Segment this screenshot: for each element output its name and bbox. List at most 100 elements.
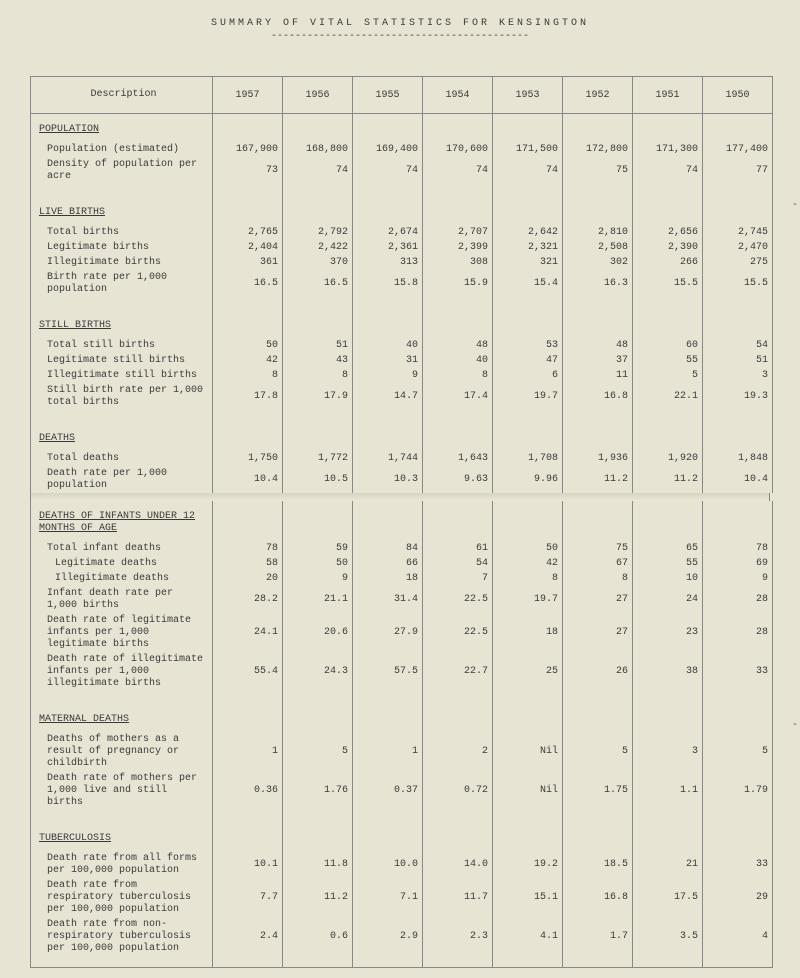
cell-value: 74 (423, 157, 493, 184)
cell-value: 16.3 (563, 270, 633, 297)
cell-value: 74 (283, 157, 353, 184)
cell-value: 48 (423, 338, 493, 353)
cell-value: 321 (493, 255, 563, 270)
col-description: Description (31, 77, 213, 114)
row-label: Density of population per acre (31, 157, 213, 184)
cell-value: 24.1 (213, 613, 283, 652)
cell-value: 1 (213, 732, 283, 771)
row-label: Birth rate per 1,000 population (31, 270, 213, 297)
cell-value: 16.5 (283, 270, 353, 297)
section-maternal-deaths: MATERNAL DEATHS (31, 704, 213, 732)
cell-value: 26 (563, 652, 633, 691)
col-year-1951: 1951 (633, 77, 703, 114)
cell-value: 19.7 (493, 383, 563, 410)
cell-value: 59 (283, 541, 353, 556)
cell-value: 2 (423, 732, 493, 771)
cell-value: 51 (283, 338, 353, 353)
cell-value: 19.3 (703, 383, 773, 410)
cell-value: 170,600 (423, 142, 493, 157)
cell-value: 74 (633, 157, 703, 184)
cell-value: 2.4 (213, 917, 283, 967)
cell-value: 74 (353, 157, 423, 184)
cell-value: 9.96 (493, 466, 563, 493)
cell-value: 40 (423, 353, 493, 368)
cell-value: 69 (703, 556, 773, 571)
section-deaths-of-infants-under-12-months-of-age: DEATHS OF INFANTS UNDER 12 MONTHS OF AGE (31, 501, 213, 541)
cell-value: 1,772 (283, 451, 353, 466)
cell-value: 42 (493, 556, 563, 571)
row-label: Death rate from non-respiratory tubercul… (31, 917, 213, 967)
cell-value: 17.4 (423, 383, 493, 410)
cell-value: 0.6 (283, 917, 353, 967)
cell-value: 20.6 (283, 613, 353, 652)
cell-value: 6 (493, 368, 563, 383)
cell-value: 31 (353, 353, 423, 368)
cell-value: 51 (703, 353, 773, 368)
cell-value: 21.1 (283, 586, 353, 613)
cell-value: 2.9 (353, 917, 423, 967)
cell-value: 60 (633, 338, 703, 353)
cell-value: 177,400 (703, 142, 773, 157)
cell-value: 38 (633, 652, 703, 691)
cell-value: 1.1 (633, 771, 703, 810)
row-label: Still birth rate per 1,000 total births (31, 383, 213, 410)
cell-value: 10 (633, 571, 703, 586)
cell-value: 19.7 (493, 586, 563, 613)
row-label: Legitimate deaths (31, 556, 213, 571)
cell-value: 3.5 (633, 917, 703, 967)
cell-value: 15.4 (493, 270, 563, 297)
cell-value: 9 (353, 368, 423, 383)
row-label: Illegitimate births (31, 255, 213, 270)
row-label: Total still births (31, 338, 213, 353)
row-label: Deaths of mothers as a result of pregnan… (31, 732, 213, 771)
cell-value: 10.0 (353, 851, 423, 878)
cell-value: 77 (703, 157, 773, 184)
cell-value: 27.9 (353, 613, 423, 652)
cell-value: 75 (563, 541, 633, 556)
cell-value: 2,390 (633, 240, 703, 255)
row-label: Total deaths (31, 451, 213, 466)
side-page-top: - 6 - (792, 200, 800, 211)
cell-value: 53 (493, 338, 563, 353)
cell-value: 16.5 (213, 270, 283, 297)
cell-value: 5 (633, 368, 703, 383)
cell-value: 25 (493, 652, 563, 691)
cell-value: 50 (213, 338, 283, 353)
cell-value: 43 (283, 353, 353, 368)
cell-value: 3 (633, 732, 703, 771)
cell-value: 171,300 (633, 142, 703, 157)
cell-value: 14.0 (423, 851, 493, 878)
cell-value: 302 (563, 255, 633, 270)
cell-value: 1,643 (423, 451, 493, 466)
row-label: Death rate from respiratory tuberculosis… (31, 878, 213, 917)
cell-value: 48 (563, 338, 633, 353)
cell-value: 18.5 (563, 851, 633, 878)
cell-value: 40 (353, 338, 423, 353)
cell-value: 8 (213, 368, 283, 383)
col-year-1954: 1954 (423, 77, 493, 114)
cell-value: 1,848 (703, 451, 773, 466)
cell-value: 10.4 (213, 466, 283, 493)
col-year-1950: 1950 (703, 77, 773, 114)
cell-value: 11.2 (563, 466, 633, 493)
side-page-bottom: - 7 - (792, 720, 800, 731)
cell-value: 8 (493, 571, 563, 586)
section-deaths: DEATHS (31, 423, 213, 451)
cell-value: 1.79 (703, 771, 773, 810)
cell-value: 37 (563, 353, 633, 368)
cell-value: 7.1 (353, 878, 423, 917)
cell-value: 1,920 (633, 451, 703, 466)
cell-value: 2.3 (423, 917, 493, 967)
cell-value: 11.2 (633, 466, 703, 493)
row-label: Death rate from all forms per 100,000 po… (31, 851, 213, 878)
cell-value: 42 (213, 353, 283, 368)
cell-value: 9 (283, 571, 353, 586)
row-label: Death rate of mothers per 1,000 live and… (31, 771, 213, 810)
cell-value: 27 (563, 586, 633, 613)
cell-value: 84 (353, 541, 423, 556)
cell-value: 5 (703, 732, 773, 771)
cell-value: 73 (213, 157, 283, 184)
row-label: Death rate per 1,000 population (31, 466, 213, 493)
cell-value: 50 (493, 541, 563, 556)
cell-value: Nil (493, 771, 563, 810)
